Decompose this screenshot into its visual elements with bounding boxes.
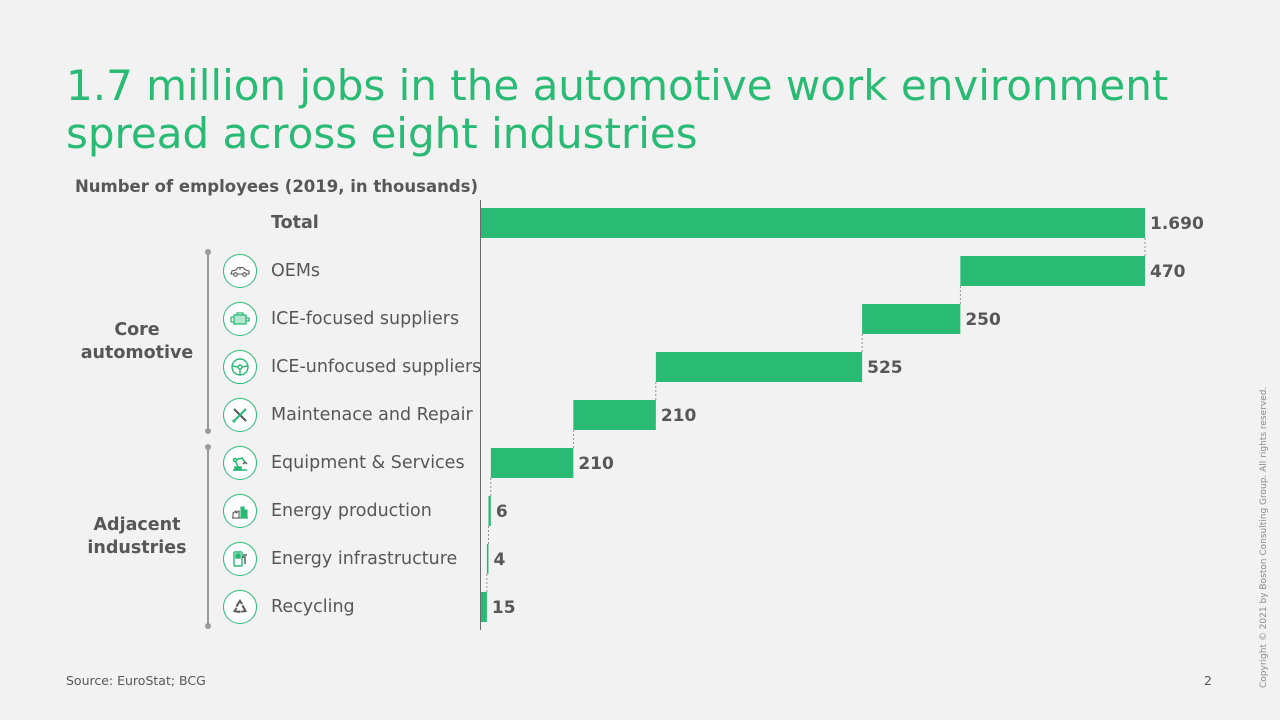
bar-total (481, 208, 1145, 238)
bar-equipment-services (490, 448, 574, 478)
row-label-ice-focused: ICE-focused suppliers (271, 309, 460, 329)
bar-energy-infrastructure (486, 544, 489, 574)
bar-recycling (481, 592, 487, 622)
row-label-energy-infrastructure: Energy infrastructure (271, 549, 458, 569)
factory-icon (223, 494, 257, 528)
bar-oems (960, 256, 1145, 286)
bar-energy-production (488, 496, 491, 526)
bar-value-label: 525 (867, 358, 903, 378)
tools-icon (223, 398, 257, 432)
bar-value-label: 4 (493, 550, 505, 570)
row-label-maintenance: Maintenace and Repair (271, 405, 473, 425)
bar-value-label: 6 (496, 502, 508, 522)
bar-ice-focused-suppliers (862, 304, 961, 334)
chart-subtitle: Number of employees (2019, in thousands) (75, 177, 478, 196)
bar-value-label: 250 (965, 310, 1001, 330)
bracket-adjacent (205, 444, 211, 629)
bracket-core (205, 249, 211, 434)
page-title: 1.7 million jobs in the automotive work … (66, 61, 1169, 158)
robot-arm-icon (223, 446, 257, 480)
bar-maintenace-and-repair (573, 400, 656, 430)
group-label-core: Core automotive (80, 320, 194, 363)
group-label-adjacent: Adjacent industries (87, 515, 187, 558)
car-icon (223, 254, 257, 288)
steering-wheel-icon (223, 350, 257, 384)
recycle-icon (223, 590, 257, 624)
bar-value-label: 210 (661, 406, 697, 426)
row-label-energy-production: Energy production (271, 501, 432, 521)
bar-value-label: 1.690 (1150, 214, 1204, 234)
row-label-equipment: Equipment & Services (271, 453, 465, 473)
engine-icon (223, 302, 257, 336)
row-label-total: Total (271, 213, 319, 233)
charging-station-icon (223, 542, 257, 576)
bar-ice-unfocused-suppliers (655, 352, 863, 382)
row-label-recycling: Recycling (271, 597, 355, 617)
bar-value-label: 210 (578, 454, 614, 474)
row-label-oems: OEMs (271, 261, 321, 281)
bar-value-label: 470 (1150, 262, 1186, 282)
bar-value-label: 15 (492, 598, 516, 618)
page-number: 2 (1204, 673, 1212, 688)
copyright-note: Copyright © 2021 by Boston Consulting Gr… (1259, 386, 1269, 688)
source-note: Source: EuroStat; BCG (66, 673, 206, 688)
row-label-ice-unfocused: ICE-unfocused suppliers (271, 357, 482, 377)
